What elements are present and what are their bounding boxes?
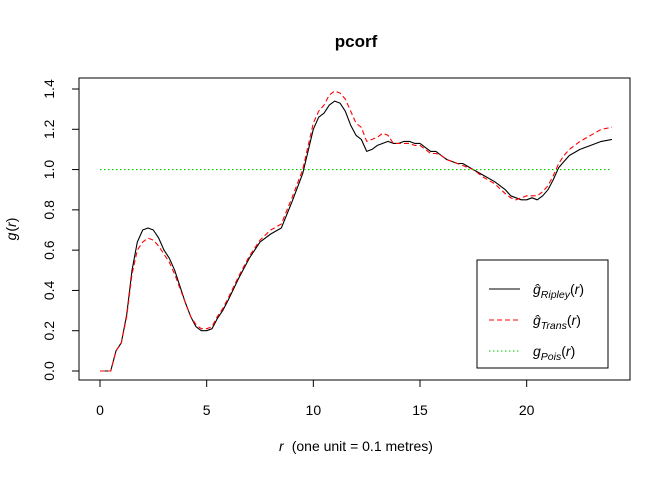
legend-sub: Ripley xyxy=(541,289,571,301)
legend-sub: Trans xyxy=(541,320,568,332)
chart-title: pcorf xyxy=(335,32,378,51)
legend-items: ĝRipley(r)ĝTrans(r)gPois(r) xyxy=(489,281,584,363)
y-tick-label: 0.4 xyxy=(41,280,57,300)
legend-paren: ) xyxy=(579,281,584,297)
legend-fn: g xyxy=(533,343,541,359)
legend-paren: ( xyxy=(561,343,566,359)
series-line-trans xyxy=(100,90,613,372)
x-axis-label: r (one unit = 0.1 metres) xyxy=(279,438,433,454)
legend-paren: ) xyxy=(576,312,581,328)
x-tick-label: 20 xyxy=(519,402,535,418)
y-axis-fn: g xyxy=(3,232,19,240)
x-tick-label: 0 xyxy=(96,402,104,418)
y-tick-label: 1.2 xyxy=(41,119,57,139)
x-axis-unit: (one unit = 0.1 metres) xyxy=(292,438,433,454)
legend-paren: ( xyxy=(567,312,572,328)
legend-fn: ĝ xyxy=(533,281,541,297)
legend-label-pois: gPois(r) xyxy=(533,343,575,363)
y-tick-label: 0.2 xyxy=(41,321,57,341)
y-axis-rparen: ) xyxy=(3,218,19,223)
legend-arg: r xyxy=(575,281,581,297)
legend-box xyxy=(476,259,609,369)
legend: ĝRipley(r)ĝTrans(r)gPois(r) xyxy=(476,259,609,369)
y-tick-label: 0.0 xyxy=(41,361,57,381)
x-tick-label: 5 xyxy=(203,402,211,418)
y-tick-label: 0.8 xyxy=(41,200,57,220)
legend-sub: Pois xyxy=(541,351,562,363)
x-tick-label: 15 xyxy=(412,402,428,418)
y-tick-label: 1.0 xyxy=(41,160,57,180)
y-axis: 0.0 0.2 0.4 0.6 0.8 1.0 1.2 1.4 xyxy=(41,79,80,381)
y-axis-lparen: ( xyxy=(3,227,19,232)
y-axis-label: g(r) xyxy=(3,218,19,241)
x-tick-label: 10 xyxy=(306,402,322,418)
y-tick-label: 1.4 xyxy=(41,79,57,99)
x-axis-var: r xyxy=(279,438,285,454)
series-lines xyxy=(100,90,613,372)
legend-arg: r xyxy=(572,312,578,328)
y-tick-label: 0.6 xyxy=(41,240,57,260)
x-axis: 0 5 10 15 20 xyxy=(96,379,535,418)
legend-label-trans: ĝTrans(r) xyxy=(533,312,581,332)
legend-label-ripley: ĝRipley(r) xyxy=(533,281,584,301)
y-axis-arg: r xyxy=(3,221,19,227)
series-line-ripley xyxy=(100,100,613,372)
legend-fn: ĝ xyxy=(533,312,541,328)
legend-paren: ( xyxy=(570,281,575,297)
legend-arg: r xyxy=(566,343,572,359)
legend-paren: ) xyxy=(571,343,576,359)
